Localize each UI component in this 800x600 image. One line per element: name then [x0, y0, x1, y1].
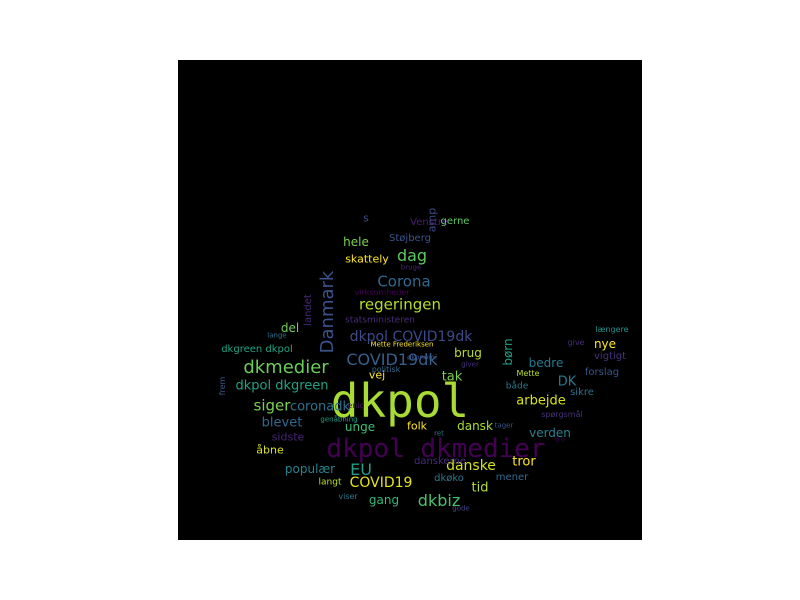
word-spoergsmaal: spørgsmål — [541, 410, 583, 419]
word-dkpol-dkgreen: dkpol dkgreen — [235, 378, 329, 394]
word-dkgreen-dkpol: dkgreen dkpol — [221, 344, 293, 355]
word-virksomheder: virksomheder — [354, 288, 410, 297]
word-lange: lange — [267, 331, 287, 340]
word-s: s — [363, 211, 369, 225]
word-mener: mener — [495, 472, 529, 483]
word-verden: verden — [529, 426, 571, 440]
word-forslag: forslag — [584, 367, 620, 378]
word-tror: tror — [512, 454, 536, 470]
word-skattely: skattely — [345, 252, 389, 266]
word-vej: vej — [368, 368, 386, 382]
word-dkpol: dkpol — [330, 374, 470, 428]
word-danske: danske — [446, 458, 496, 474]
word-gang: gang — [368, 493, 400, 507]
word-corona: Corona — [377, 272, 431, 291]
word-gerne: gerne — [440, 216, 470, 227]
word-covid19dk: COVID19dk — [346, 350, 438, 369]
word-del: del — [280, 321, 300, 335]
word-venstre: Venstre — [410, 217, 448, 228]
word-baade: både — [505, 381, 529, 392]
word-bruge: bruge — [400, 263, 422, 272]
word-regeringen: regeringen — [359, 295, 441, 314]
word-stoejberg: Støjberg — [389, 233, 431, 244]
word-ret: ret — [434, 429, 444, 438]
word-danmark: Danmark — [317, 270, 338, 354]
word-tak: tak — [441, 369, 463, 385]
word-langt: langt — [318, 477, 342, 488]
word-blevet: blevet — [261, 415, 303, 431]
word-give: give — [567, 338, 585, 347]
word-oekonomi: økonomi — [407, 353, 437, 362]
word-bedre: bedre — [528, 356, 564, 370]
word-frem: frem — [218, 376, 227, 396]
word-dkpol-covid19dk: dkpol COVID19dk — [349, 329, 473, 345]
word-gode: gode — [452, 504, 470, 513]
word-coronadk: coronadk — [289, 399, 351, 415]
word-nye: nye — [593, 337, 617, 351]
wordcloud-canvas: dkpol dkpol dkmedier dkmedier COVID19dk Danm… — [178, 60, 642, 540]
word-eu: EU — [350, 460, 372, 479]
word-populaer: populær — [284, 462, 336, 476]
word-sikre: sikre — [570, 387, 594, 398]
word-covid19: COVID19 — [349, 475, 413, 491]
word-dkpol-dkmedier: dkpol dkmedier — [326, 434, 546, 464]
word-tager: tager — [494, 421, 514, 430]
word-statsministeren: statsministeren — [345, 315, 415, 326]
word-arbejde: arbejde — [516, 393, 566, 409]
word-folk: folk — [406, 419, 428, 433]
word-dkmedier: dkmedier — [243, 357, 329, 378]
word-hele: hele — [343, 235, 369, 249]
word-mette: Mette — [516, 369, 540, 378]
word-mette-frederiksen: Mette Frederiksen — [370, 340, 434, 349]
word-viser: viser — [338, 492, 358, 501]
word-giver: giver — [461, 360, 479, 369]
word-politisk: politisk — [371, 365, 401, 374]
word-aabne: åbne — [256, 443, 284, 457]
word-laengere: længere — [595, 325, 629, 334]
word-amp: amp — [425, 207, 439, 233]
word-vigtigt: vigtigt — [593, 351, 627, 362]
word-enig: enig — [347, 401, 365, 410]
word-siger: siger — [253, 396, 291, 415]
word-dag: dag — [396, 246, 428, 265]
word-unge: unge — [344, 420, 376, 434]
word-danskerne: danskerne — [413, 456, 467, 467]
word-dkoeko: dkøko — [434, 473, 464, 484]
word-dansk: dansk — [457, 419, 493, 433]
word-dk: DK — [557, 374, 577, 390]
word-genaabning: genåbning — [320, 415, 358, 424]
word-tid: tid — [471, 480, 489, 496]
word-boern: børn — [501, 338, 515, 366]
word-dkbiz: dkbiz — [417, 491, 461, 510]
word-landet: landet — [303, 294, 314, 326]
word-tro: tro — [555, 435, 565, 444]
word-sidste: sidste — [271, 430, 305, 444]
word-brug: brug — [454, 346, 482, 360]
